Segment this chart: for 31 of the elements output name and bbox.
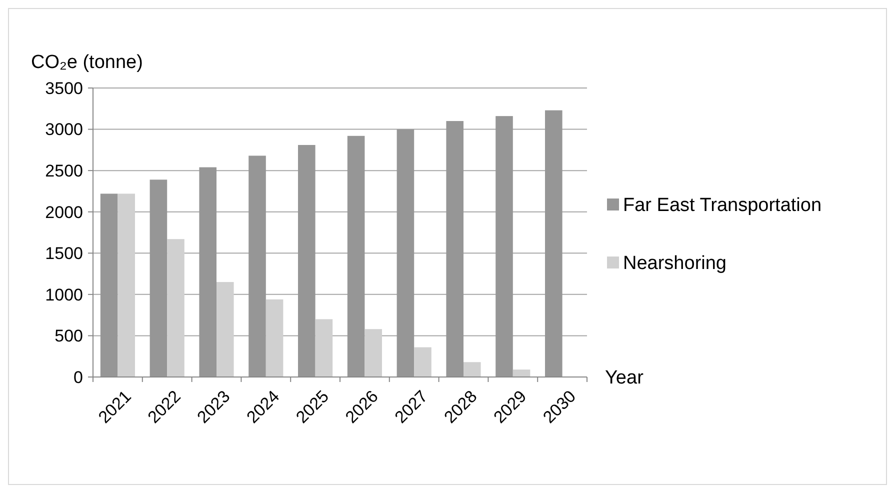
bar <box>364 329 382 377</box>
bar <box>100 194 118 377</box>
y-tick-label: 0 <box>74 368 83 387</box>
bar <box>298 144 316 377</box>
bar <box>464 362 481 377</box>
bar <box>446 121 464 377</box>
y-axis-title: CO₂e (tonne) <box>31 52 143 73</box>
bar <box>414 347 432 377</box>
bar <box>266 299 284 377</box>
bar <box>248 156 266 377</box>
bar <box>347 136 365 377</box>
y-tick-label: 2500 <box>45 162 83 181</box>
legend-label: Far East Transportation <box>623 195 822 216</box>
bar <box>315 319 333 377</box>
legend-label: Nearshoring <box>623 253 726 274</box>
bar <box>545 110 562 377</box>
bar <box>150 180 168 377</box>
bar <box>216 282 234 377</box>
bar <box>396 129 414 377</box>
bar <box>118 194 135 377</box>
bar <box>512 370 530 377</box>
y-tick-label: 1000 <box>45 285 83 304</box>
x-axis-title: Year <box>605 368 644 389</box>
bar <box>496 116 513 377</box>
bar <box>199 167 216 377</box>
bar <box>167 239 184 377</box>
y-tick-label: 500 <box>54 326 83 346</box>
y-tick-label: 3000 <box>45 120 83 140</box>
y-tick-label: 1500 <box>45 244 83 264</box>
y-tick-label: 3500 <box>45 78 83 98</box>
y-tick-label: 2000 <box>45 202 83 222</box>
